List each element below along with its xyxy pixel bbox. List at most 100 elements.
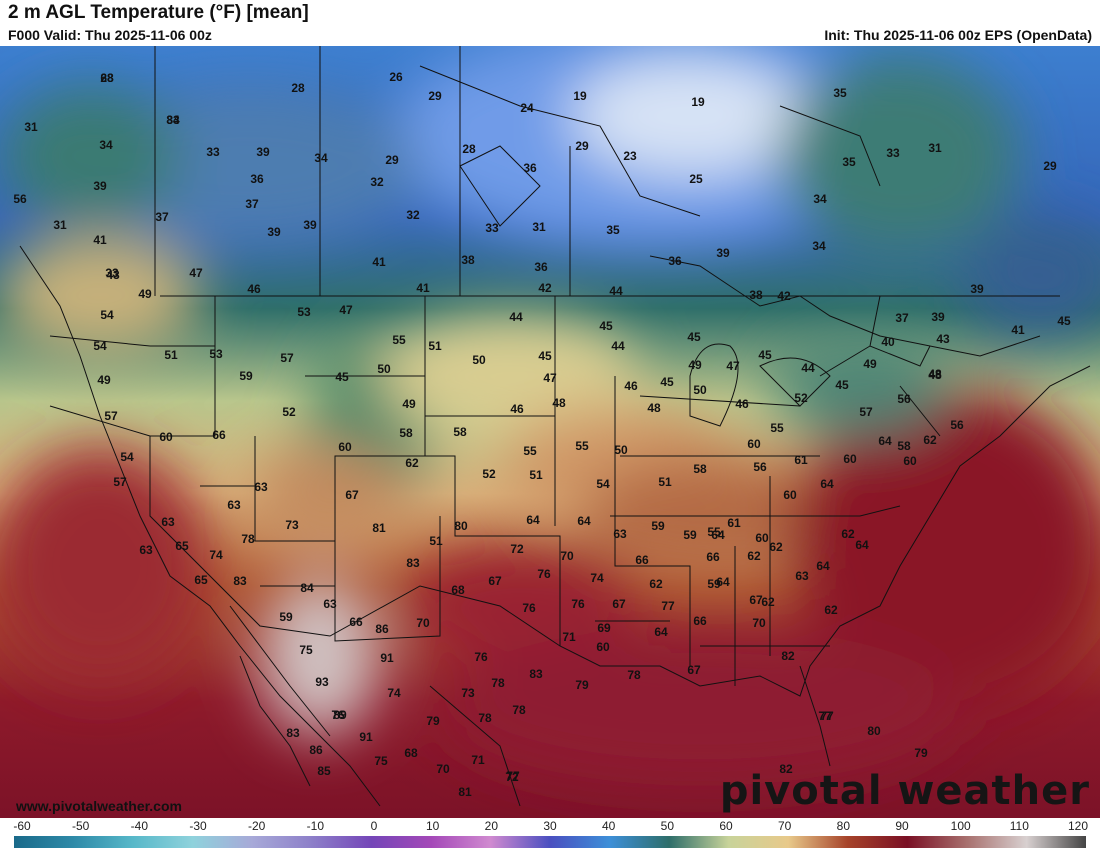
temperature-label: 64 <box>577 514 591 528</box>
temperature-label: 42 <box>538 281 552 295</box>
temperature-label: 51 <box>164 348 178 362</box>
temperature-label: 37 <box>245 197 259 211</box>
temperature-label: 68 <box>404 746 418 760</box>
temperature-label: 58 <box>453 425 467 439</box>
temperature-label: 41 <box>1011 323 1025 337</box>
temperature-label: 64 <box>711 528 725 542</box>
temperature-label: 50 <box>377 362 391 376</box>
temperature-label: 83 <box>529 667 543 681</box>
temperature-label: 93 <box>315 675 329 689</box>
temperature-label: 36 <box>668 254 682 268</box>
temperature-label: 57 <box>859 405 873 419</box>
temperature-label: 79 <box>575 678 589 692</box>
temperature-label: 37 <box>155 210 169 224</box>
temperature-label: 78 <box>512 703 526 717</box>
temperature-label: 34 <box>99 138 113 152</box>
temperature-label: 65 <box>194 573 208 587</box>
scale-tick-label: 50 <box>660 819 675 833</box>
temperature-label: 26 <box>389 70 403 84</box>
temperature-label: 63 <box>161 515 175 529</box>
scale-tick-label: 110 <box>1009 819 1029 833</box>
temperature-label: 60 <box>159 430 173 444</box>
temperature-label: 39 <box>716 246 730 260</box>
temperature-label: 59 <box>707 577 721 591</box>
temperature-label: 77 <box>661 599 675 613</box>
temperature-label: 41 <box>93 233 107 247</box>
scale-tick-label: 10 <box>425 819 440 833</box>
temperature-label: 78 <box>241 532 255 546</box>
temperature-label: 47 <box>726 359 740 373</box>
temperature-label: 64 <box>855 538 869 552</box>
temperature-label: 50 <box>472 353 486 367</box>
temperature-label: 57 <box>280 351 294 365</box>
temperature-label: 91 <box>380 651 394 665</box>
temperature-label: 62 <box>769 540 783 554</box>
temperature-label: 33 <box>485 221 499 235</box>
temperature-label: 56 <box>753 460 767 474</box>
temperature-label: 62 <box>761 595 775 609</box>
temperature-label: 84 <box>300 581 314 595</box>
temperature-label: 44 <box>611 339 625 353</box>
temperature-label: 46 <box>247 282 261 296</box>
temperature-map[interactable]: 28 34 31 34 39 56 31 37 41 33 28 26 29 24 19 33 39 36 37 39… <box>0 46 1100 818</box>
temperature-label: 66 <box>212 428 226 442</box>
temperature-label: 67 <box>687 663 701 677</box>
temperature-label: 48 <box>928 368 942 382</box>
temperature-label: 68 <box>100 71 114 85</box>
temperature-label: 73 <box>461 686 475 700</box>
temperature-label: 72 <box>510 542 524 556</box>
scale-tick-label: -60 <box>13 819 31 833</box>
temperature-label: 63 <box>254 480 268 494</box>
temperature-label: 60 <box>903 454 917 468</box>
scale-tick-label: 40 <box>601 819 616 833</box>
temperature-label: 67 <box>612 597 626 611</box>
temperature-label: 24 <box>520 101 534 115</box>
temperature-label: 29 <box>385 153 399 167</box>
scale-tick-label: 60 <box>719 819 733 833</box>
temperature-label: 70 <box>560 549 574 563</box>
temperature-label: 66 <box>693 614 707 628</box>
scale-tick-label: -30 <box>189 819 207 833</box>
temperature-label: 83 <box>166 113 180 127</box>
temperature-label: 28 <box>291 81 305 95</box>
temperature-label: 39 <box>267 225 281 239</box>
temperature-label: 28 <box>462 142 476 156</box>
temperature-label: 80 <box>867 724 881 738</box>
temperature-label: 62 <box>649 577 663 591</box>
temperature-label: 44 <box>609 284 623 298</box>
header: 2 m AGL Temperature (°F) [mean] F000 Val… <box>0 0 1100 46</box>
color-scale: -60 -50 -40 -30 -20 -10 0 10 20 30 40 50 60 70 80 90 100… <box>0 818 1100 850</box>
temperature-label: 82 <box>781 649 795 663</box>
temperature-label: 51 <box>428 339 442 353</box>
temperature-label: 64 <box>816 559 830 573</box>
temperature-label: 60 <box>755 531 769 545</box>
temperature-label: 45 <box>1057 314 1071 328</box>
temperature-label: 49 <box>863 357 877 371</box>
temperature-label: 64 <box>526 513 540 527</box>
temperature-label: 44 <box>509 310 523 324</box>
temperature-label: 62 <box>824 603 838 617</box>
temperature-label: 36 <box>523 161 537 175</box>
temperature-label: 55 <box>392 333 406 347</box>
temperature-label: 74 <box>387 686 401 700</box>
temperature-label: 58 <box>399 426 413 440</box>
temperature-label: 63 <box>795 569 809 583</box>
temperature-label: 60 <box>338 440 352 454</box>
temperature-label: 46 <box>510 402 524 416</box>
temperature-label: 44 <box>801 361 815 375</box>
temperature-label: 78 <box>491 676 505 690</box>
temperature-label: 23 <box>623 149 637 163</box>
temperature-label: 72 <box>505 770 519 784</box>
scale-tick-label: 20 <box>484 819 499 833</box>
init-time: Init: Thu 2025-11-06 00z EPS (OpenData) <box>824 27 1092 43</box>
scale-tick-label: 90 <box>895 819 909 833</box>
temperature-label: 81 <box>458 785 472 799</box>
temperature-label: 53 <box>209 347 223 361</box>
temperature-label: 76 <box>331 708 345 722</box>
temperature-label: 55 <box>575 439 589 453</box>
temperature-label: 39 <box>93 179 107 193</box>
temperature-label: 54 <box>93 339 107 353</box>
scale-tick-label: -20 <box>247 819 266 833</box>
temperature-label: 53 <box>297 305 311 319</box>
temperature-label: 42 <box>777 289 791 303</box>
